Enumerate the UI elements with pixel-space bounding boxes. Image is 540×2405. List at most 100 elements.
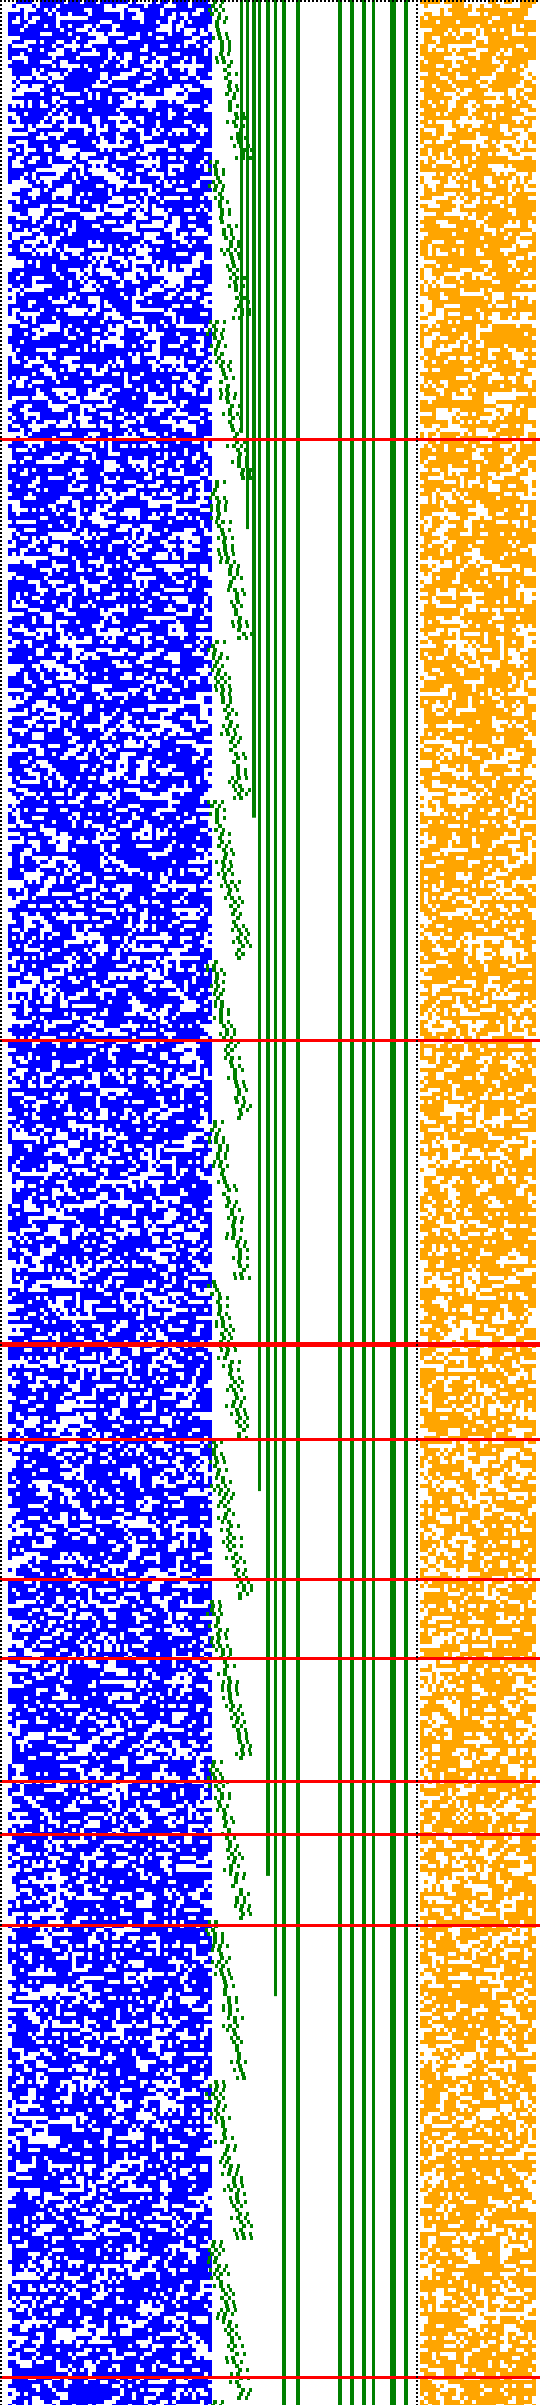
blue-pixel-run <box>196 372 204 376</box>
blue-pixel-run <box>44 956 48 960</box>
blue-pixel-run <box>24 688 28 692</box>
blue-pixel-run <box>80 736 92 740</box>
blue-pixel-run <box>20 708 24 712</box>
blue-pixel-run <box>56 504 60 508</box>
blue-pixel-run <box>24 160 28 164</box>
blue-pixel-run <box>120 584 124 588</box>
blue-pixel-run <box>184 416 188 420</box>
blue-pixel-run <box>112 92 128 96</box>
blue-pixel-run <box>108 292 116 296</box>
blue-pixel-run <box>56 216 72 220</box>
blue-pixel-run <box>28 524 36 528</box>
blue-pixel-run <box>112 1000 120 1004</box>
blue-pixel-run <box>168 876 204 880</box>
blue-pixel-run <box>200 248 212 252</box>
blue-pixel-run <box>76 140 84 144</box>
blue-pixel-run <box>48 1048 52 1052</box>
blue-pixel-run <box>72 540 76 544</box>
blue-pixel-run <box>96 364 104 368</box>
blue-pixel-run <box>140 356 144 360</box>
blue-pixel-run <box>60 260 68 264</box>
blue-pixel-run <box>208 472 212 476</box>
blue-pixel-run <box>188 480 192 484</box>
blue-pixel-run <box>20 20 28 24</box>
blue-pixel-run <box>16 588 24 592</box>
blue-pixel-run <box>160 184 164 188</box>
blue-pixel-run <box>20 120 36 124</box>
blue-pixel-run <box>192 664 204 668</box>
blue-pixel-run <box>104 388 112 392</box>
blue-pixel-run <box>132 1072 140 1076</box>
blue-pixel-run <box>68 80 92 84</box>
blue-pixel-run <box>80 1064 84 1068</box>
blue-pixel-run <box>192 128 196 132</box>
blue-pixel-run <box>16 1052 28 1056</box>
blue-pixel-run <box>36 792 40 796</box>
blue-pixel-run <box>200 548 212 552</box>
blue-pixel-run <box>200 136 212 140</box>
blue-pixel-run <box>12 456 24 460</box>
blue-pixel-run <box>12 516 20 520</box>
blue-pixel-run <box>128 696 132 700</box>
blue-pixel-run <box>88 368 92 372</box>
blue-pixel-run <box>36 928 40 932</box>
blue-pixel-run <box>128 608 144 612</box>
blue-pixel-run <box>48 308 52 312</box>
blue-pixel-run <box>148 368 152 372</box>
blue-pixel-run <box>48 596 64 600</box>
blue-pixel-run <box>44 156 48 160</box>
blue-pixel-run <box>108 316 112 320</box>
blue-pixel-run <box>124 732 132 736</box>
blue-pixel-run <box>56 484 68 488</box>
blue-pixel-run <box>176 576 184 580</box>
blue-pixel-run <box>112 744 116 748</box>
blue-pixel-run <box>40 476 48 480</box>
blue-pixel-run <box>32 516 40 520</box>
blue-pixel-run <box>8 680 12 684</box>
blue-pixel-run <box>44 308 48 312</box>
blue-pixel-run <box>48 236 52 240</box>
blue-pixel-run <box>88 764 92 768</box>
blue-pixel-run <box>40 52 48 56</box>
blue-pixel-run <box>108 28 112 32</box>
blue-pixel-run <box>188 156 196 160</box>
blue-pixel-run <box>116 912 124 916</box>
blue-pixel-run <box>104 640 108 644</box>
blue-pixel-run <box>76 788 88 792</box>
blue-pixel-run <box>16 680 24 684</box>
blue-pixel-run <box>20 720 24 724</box>
blue-pixel-run <box>44 604 48 608</box>
blue-pixel-run <box>108 216 112 220</box>
blue-pixel-run <box>76 880 92 884</box>
blue-pixel-run <box>200 444 204 448</box>
blue-pixel-run <box>80 92 84 96</box>
blue-pixel-run <box>100 748 104 752</box>
blue-pixel-run <box>160 112 168 116</box>
blue-pixel-run <box>80 520 92 524</box>
blue-pixel-run <box>60 744 64 748</box>
blue-pixel-run <box>8 588 16 592</box>
blue-pixel-run <box>32 568 40 572</box>
blue-pixel-run <box>8 1072 12 1076</box>
blue-pixel-run <box>160 956 164 960</box>
blue-pixel-run <box>100 488 104 492</box>
blue-pixel-run <box>120 796 124 800</box>
blue-pixel-run <box>36 564 52 568</box>
blue-pixel-run <box>80 964 84 968</box>
blue-pixel-run <box>140 1024 144 1028</box>
blue-pixel-run <box>120 100 124 104</box>
blue-pixel-run <box>88 348 92 352</box>
blue-pixel-run <box>188 948 196 952</box>
blue-pixel-run <box>208 456 212 460</box>
blue-pixel-run <box>36 316 40 320</box>
blue-pixel-run <box>172 748 176 752</box>
blue-pixel-run <box>28 688 32 692</box>
blue-pixel-run <box>8 956 12 960</box>
blue-pixel-run <box>28 532 32 536</box>
blue-pixel-run <box>196 1012 204 1016</box>
blue-pixel-run <box>88 172 92 176</box>
blue-pixel-run <box>60 888 72 892</box>
blue-pixel-run <box>136 480 140 484</box>
blue-pixel-run <box>32 272 56 276</box>
blue-pixel-run <box>68 704 76 708</box>
